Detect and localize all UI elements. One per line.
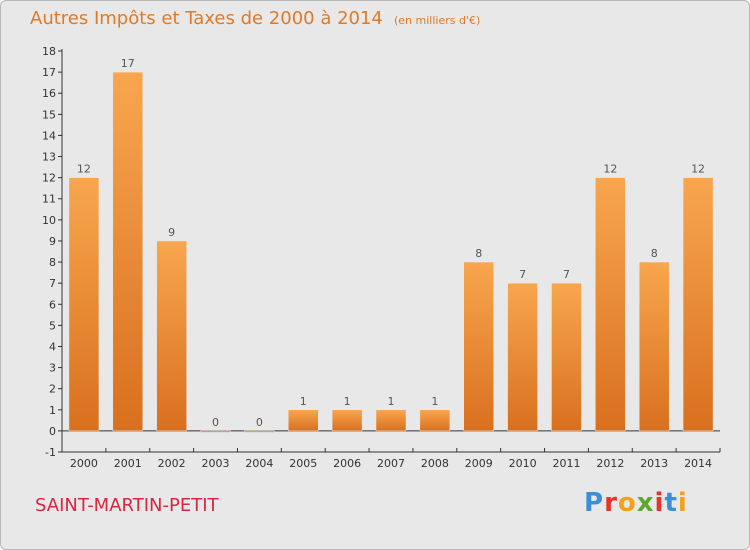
brand-letter: x <box>636 488 655 518</box>
data-label-2009: 8 <box>475 247 482 260</box>
x-tick-label-2000: 2000 <box>70 457 98 470</box>
data-label-2004: 0 <box>256 416 263 429</box>
x-tick-label-2013: 2013 <box>640 457 668 470</box>
data-label-2010: 7 <box>519 268 526 281</box>
y-tick-label: 2 <box>49 383 56 396</box>
brand-letter: t <box>664 488 678 518</box>
x-tick-label-2005: 2005 <box>289 457 317 470</box>
bar-2005 <box>288 409 319 432</box>
y-tick-label: 11 <box>42 193 56 206</box>
bar-2011 <box>551 282 582 432</box>
bar-2001 <box>112 71 144 432</box>
x-tick-label-2014: 2014 <box>684 457 712 470</box>
y-tick-label: 4 <box>49 340 56 353</box>
bar-2008 <box>419 409 451 432</box>
data-label-2013: 8 <box>651 247 658 260</box>
bar-2012 <box>595 177 626 432</box>
x-tick-label-2012: 2012 <box>596 457 624 470</box>
data-label-2008: 1 <box>431 395 438 408</box>
data-label-2003: 0 <box>212 416 219 429</box>
data-label-2014: 12 <box>691 163 705 176</box>
x-tick-label-2011: 2011 <box>552 457 580 470</box>
bar-2007 <box>375 409 407 432</box>
y-tick-label: 16 <box>42 87 56 100</box>
x-tick-label-2010: 2010 <box>509 457 537 470</box>
y-tick-label: 6 <box>49 298 56 311</box>
brand-letter: r <box>604 488 618 518</box>
x-tick-label-2009: 2009 <box>465 457 493 470</box>
y-tick-label: 3 <box>49 362 56 375</box>
bars <box>68 71 714 433</box>
y-tick-label: 8 <box>49 256 56 269</box>
x-tick-label-2002: 2002 <box>158 457 186 470</box>
y-tick-label: 17 <box>42 66 56 79</box>
y-tick-label: -1 <box>45 446 56 459</box>
bar-2013 <box>638 261 670 432</box>
data-label-2006: 1 <box>344 395 351 408</box>
y-tick-label: 10 <box>42 214 56 227</box>
data-label-2012: 12 <box>603 163 617 176</box>
bar-2004 <box>244 430 275 433</box>
y-tick-label: 12 <box>42 172 56 185</box>
y-tick-label: 0 <box>49 425 56 438</box>
data-label-2007: 1 <box>388 395 395 408</box>
y-tick-label: 18 <box>42 45 56 58</box>
labels: 1220001720019200202003020041200512006120… <box>70 57 712 470</box>
y-tick-label: 5 <box>49 319 56 332</box>
y-tick-label: 13 <box>42 151 56 164</box>
data-label-2001: 17 <box>121 57 135 70</box>
y-tick-label: 14 <box>42 129 56 142</box>
x-tick-label-2008: 2008 <box>421 457 449 470</box>
x-tick-label-2004: 2004 <box>245 457 273 470</box>
bar-2006 <box>331 409 363 432</box>
x-tick-label-2001: 2001 <box>114 457 142 470</box>
brand-letter: i <box>654 488 665 518</box>
x-tick-label-2006: 2006 <box>333 457 361 470</box>
brand-letter: o <box>617 488 637 518</box>
proxiti-logo: Proxiti <box>584 488 688 518</box>
chart-title-line: Autres Impôts et Taxes de 2000 à 2014 (e… <box>30 8 480 29</box>
bar-2002 <box>156 240 187 432</box>
bar-2009 <box>463 261 494 432</box>
chart-unit-note: (en milliers d'€) <box>393 14 481 27</box>
data-label-2011: 7 <box>563 268 570 281</box>
y-tick-label: 1 <box>49 404 56 417</box>
data-label-2005: 1 <box>300 395 307 408</box>
brand-letter: P <box>584 488 605 518</box>
commune-name: SAINT-MARTIN-PETIT <box>35 495 219 516</box>
x-tick-label-2007: 2007 <box>377 457 405 470</box>
x-tick-label-2003: 2003 <box>202 457 230 470</box>
data-label-2000: 12 <box>77 163 91 176</box>
bar-2014 <box>682 177 714 432</box>
y-tick-label: 9 <box>49 235 56 248</box>
brand-letter: i <box>677 488 688 518</box>
y-tick-label: 15 <box>42 108 56 121</box>
bar-2000 <box>68 177 100 432</box>
bar-2010 <box>507 282 538 432</box>
y-tick-label: 7 <box>49 277 56 290</box>
bar-2003 <box>200 430 231 433</box>
data-label-2002: 9 <box>168 226 175 239</box>
chart-title: Autres Impôts et Taxes de 2000 à 2014 <box>30 8 383 29</box>
